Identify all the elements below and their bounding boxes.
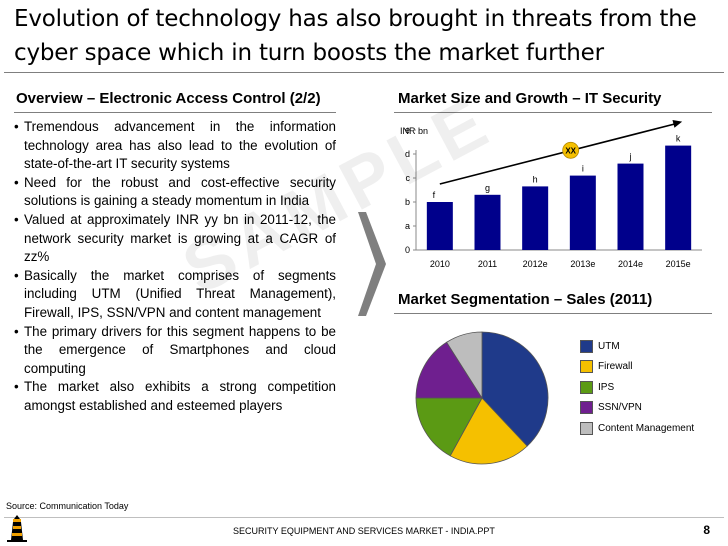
bullet-item: Tremendous advancement in the informatio… — [14, 118, 336, 174]
legend-swatch — [580, 421, 593, 435]
segmentation-pie-chart — [415, 331, 549, 465]
legend-item-ssn-vpn: SSN/VPN — [580, 398, 694, 419]
bar — [617, 163, 644, 250]
y-tick-label: a — [405, 221, 410, 231]
pie-legend: UTM Firewall IPS SSN/VPN Content Managem… — [580, 336, 694, 439]
bullet-item: Need for the robust and cost-effective s… — [14, 174, 336, 211]
legend-item-content-management: Content Management — [580, 418, 694, 439]
market-size-bar-chart: INR bn 0 a b c d e f 2010 g 2011 h 2012e i 2013e j 2014e… — [400, 119, 702, 269]
bar — [569, 175, 596, 250]
legend-swatch — [580, 339, 593, 353]
y-tick-label: d — [405, 149, 410, 159]
segmentation-divider — [394, 313, 712, 314]
y-tick-label: 0 — [405, 245, 410, 255]
overview-divider — [14, 112, 336, 113]
y-tick-label: b — [405, 197, 410, 207]
y-axis-label: INR bn — [400, 126, 428, 136]
overview-heading: Overview – Electronic Access Control (2/… — [16, 90, 321, 107]
pie-slice-utm — [481, 331, 549, 447]
legend-label: Content Management — [598, 422, 695, 434]
market-size-divider — [394, 112, 712, 113]
bar — [665, 145, 692, 250]
bar-data-label: f — [433, 190, 436, 200]
bullet-item: The primary drivers for this segment hap… — [14, 323, 336, 379]
source-note: Source: Communication Today — [6, 501, 129, 511]
bar — [522, 186, 549, 250]
bar-data-label: j — [629, 152, 632, 162]
segmentation-heading: Market Segmentation – Sales (2011) — [398, 291, 653, 308]
bullet-item: The market also exhibits a strong compet… — [14, 378, 336, 415]
bar-data-label: k — [676, 134, 681, 144]
x-tick-label: 2013e — [570, 259, 595, 269]
bar — [426, 202, 453, 250]
bullet-item: Basically the market comprises of segmen… — [14, 267, 336, 323]
footer-text: SECURITY EQUIPMENT AND SERVICES MARKET -… — [233, 526, 495, 536]
slide-title: Evolution of technology has also brought… — [14, 6, 697, 66]
legend-swatch — [580, 360, 593, 374]
bar-data-label: i — [582, 164, 584, 174]
pie-slice-ips — [415, 397, 483, 457]
legend-item-ips: IPS — [580, 377, 694, 398]
x-tick-label: 2014e — [618, 259, 643, 269]
legend-swatch — [580, 401, 593, 415]
legend-item-firewall: Firewall — [580, 357, 694, 378]
pie-slice-ssn-vpn — [415, 341, 483, 399]
bar-data-label: h — [533, 174, 538, 184]
pie-slice-firewall — [449, 397, 528, 465]
trend-label: XX — [565, 146, 576, 155]
overview-bullets: Tremendous advancement in the informatio… — [14, 118, 336, 416]
legend-swatch — [580, 380, 593, 394]
legend-label: UTM — [598, 340, 620, 352]
y-tick-label: e — [405, 125, 410, 135]
legend-item-utm: UTM — [580, 336, 694, 357]
footer-divider — [4, 517, 724, 518]
pie-slice-content-management — [446, 331, 483, 400]
x-tick-label: 2011 — [478, 259, 497, 269]
legend-label: SSN/VPN — [598, 402, 642, 414]
market-size-heading: Market Size and Growth – IT Security — [398, 90, 662, 107]
trend-arrowhead — [672, 119, 683, 128]
lighthouse-logo-icon — [7, 515, 27, 542]
x-tick-label: 2012e — [523, 259, 548, 269]
bullet-item: Valued at approximately INR yy bn in 201… — [14, 211, 336, 267]
legend-label: IPS — [598, 381, 615, 393]
y-tick-label: c — [406, 173, 411, 183]
x-tick-label: 2015e — [666, 259, 691, 269]
page-number: 8 — [703, 523, 710, 537]
title-divider — [4, 72, 724, 73]
x-tick-label: 2010 — [430, 259, 450, 269]
chevron-arrow-icon — [358, 212, 386, 316]
trend-label-bubble — [562, 141, 580, 159]
bar — [474, 194, 501, 250]
legend-label: Firewall — [598, 361, 633, 373]
bar-data-label: g — [485, 183, 490, 193]
trend-line — [439, 122, 677, 185]
